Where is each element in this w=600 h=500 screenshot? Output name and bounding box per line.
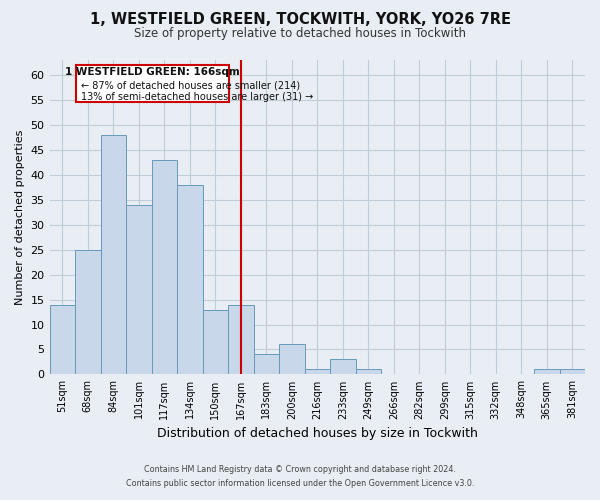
Bar bbox=[330, 360, 356, 374]
X-axis label: Distribution of detached houses by size in Tockwith: Distribution of detached houses by size … bbox=[157, 427, 478, 440]
Text: 13% of semi-detached houses are larger (31) →: 13% of semi-detached houses are larger (… bbox=[82, 92, 314, 102]
Bar bbox=[279, 344, 305, 374]
FancyBboxPatch shape bbox=[76, 65, 229, 102]
Bar bbox=[356, 370, 381, 374]
Bar bbox=[50, 304, 75, 374]
Text: 1, WESTFIELD GREEN, TOCKWITH, YORK, YO26 7RE: 1, WESTFIELD GREEN, TOCKWITH, YORK, YO26… bbox=[89, 12, 511, 28]
Bar bbox=[305, 370, 330, 374]
Bar bbox=[254, 354, 279, 374]
Y-axis label: Number of detached properties: Number of detached properties bbox=[15, 130, 25, 305]
Text: ← 87% of detached houses are smaller (214): ← 87% of detached houses are smaller (21… bbox=[82, 81, 301, 91]
Bar bbox=[228, 304, 254, 374]
Bar bbox=[203, 310, 228, 374]
Bar bbox=[101, 135, 126, 374]
Bar bbox=[534, 370, 560, 374]
Text: Size of property relative to detached houses in Tockwith: Size of property relative to detached ho… bbox=[134, 28, 466, 40]
Text: Contains HM Land Registry data © Crown copyright and database right 2024.
Contai: Contains HM Land Registry data © Crown c… bbox=[126, 466, 474, 487]
Bar bbox=[126, 204, 152, 374]
Bar bbox=[177, 185, 203, 374]
Bar bbox=[75, 250, 101, 374]
Text: 1 WESTFIELD GREEN: 166sqm: 1 WESTFIELD GREEN: 166sqm bbox=[65, 68, 240, 78]
Bar bbox=[560, 370, 585, 374]
Bar bbox=[152, 160, 177, 374]
